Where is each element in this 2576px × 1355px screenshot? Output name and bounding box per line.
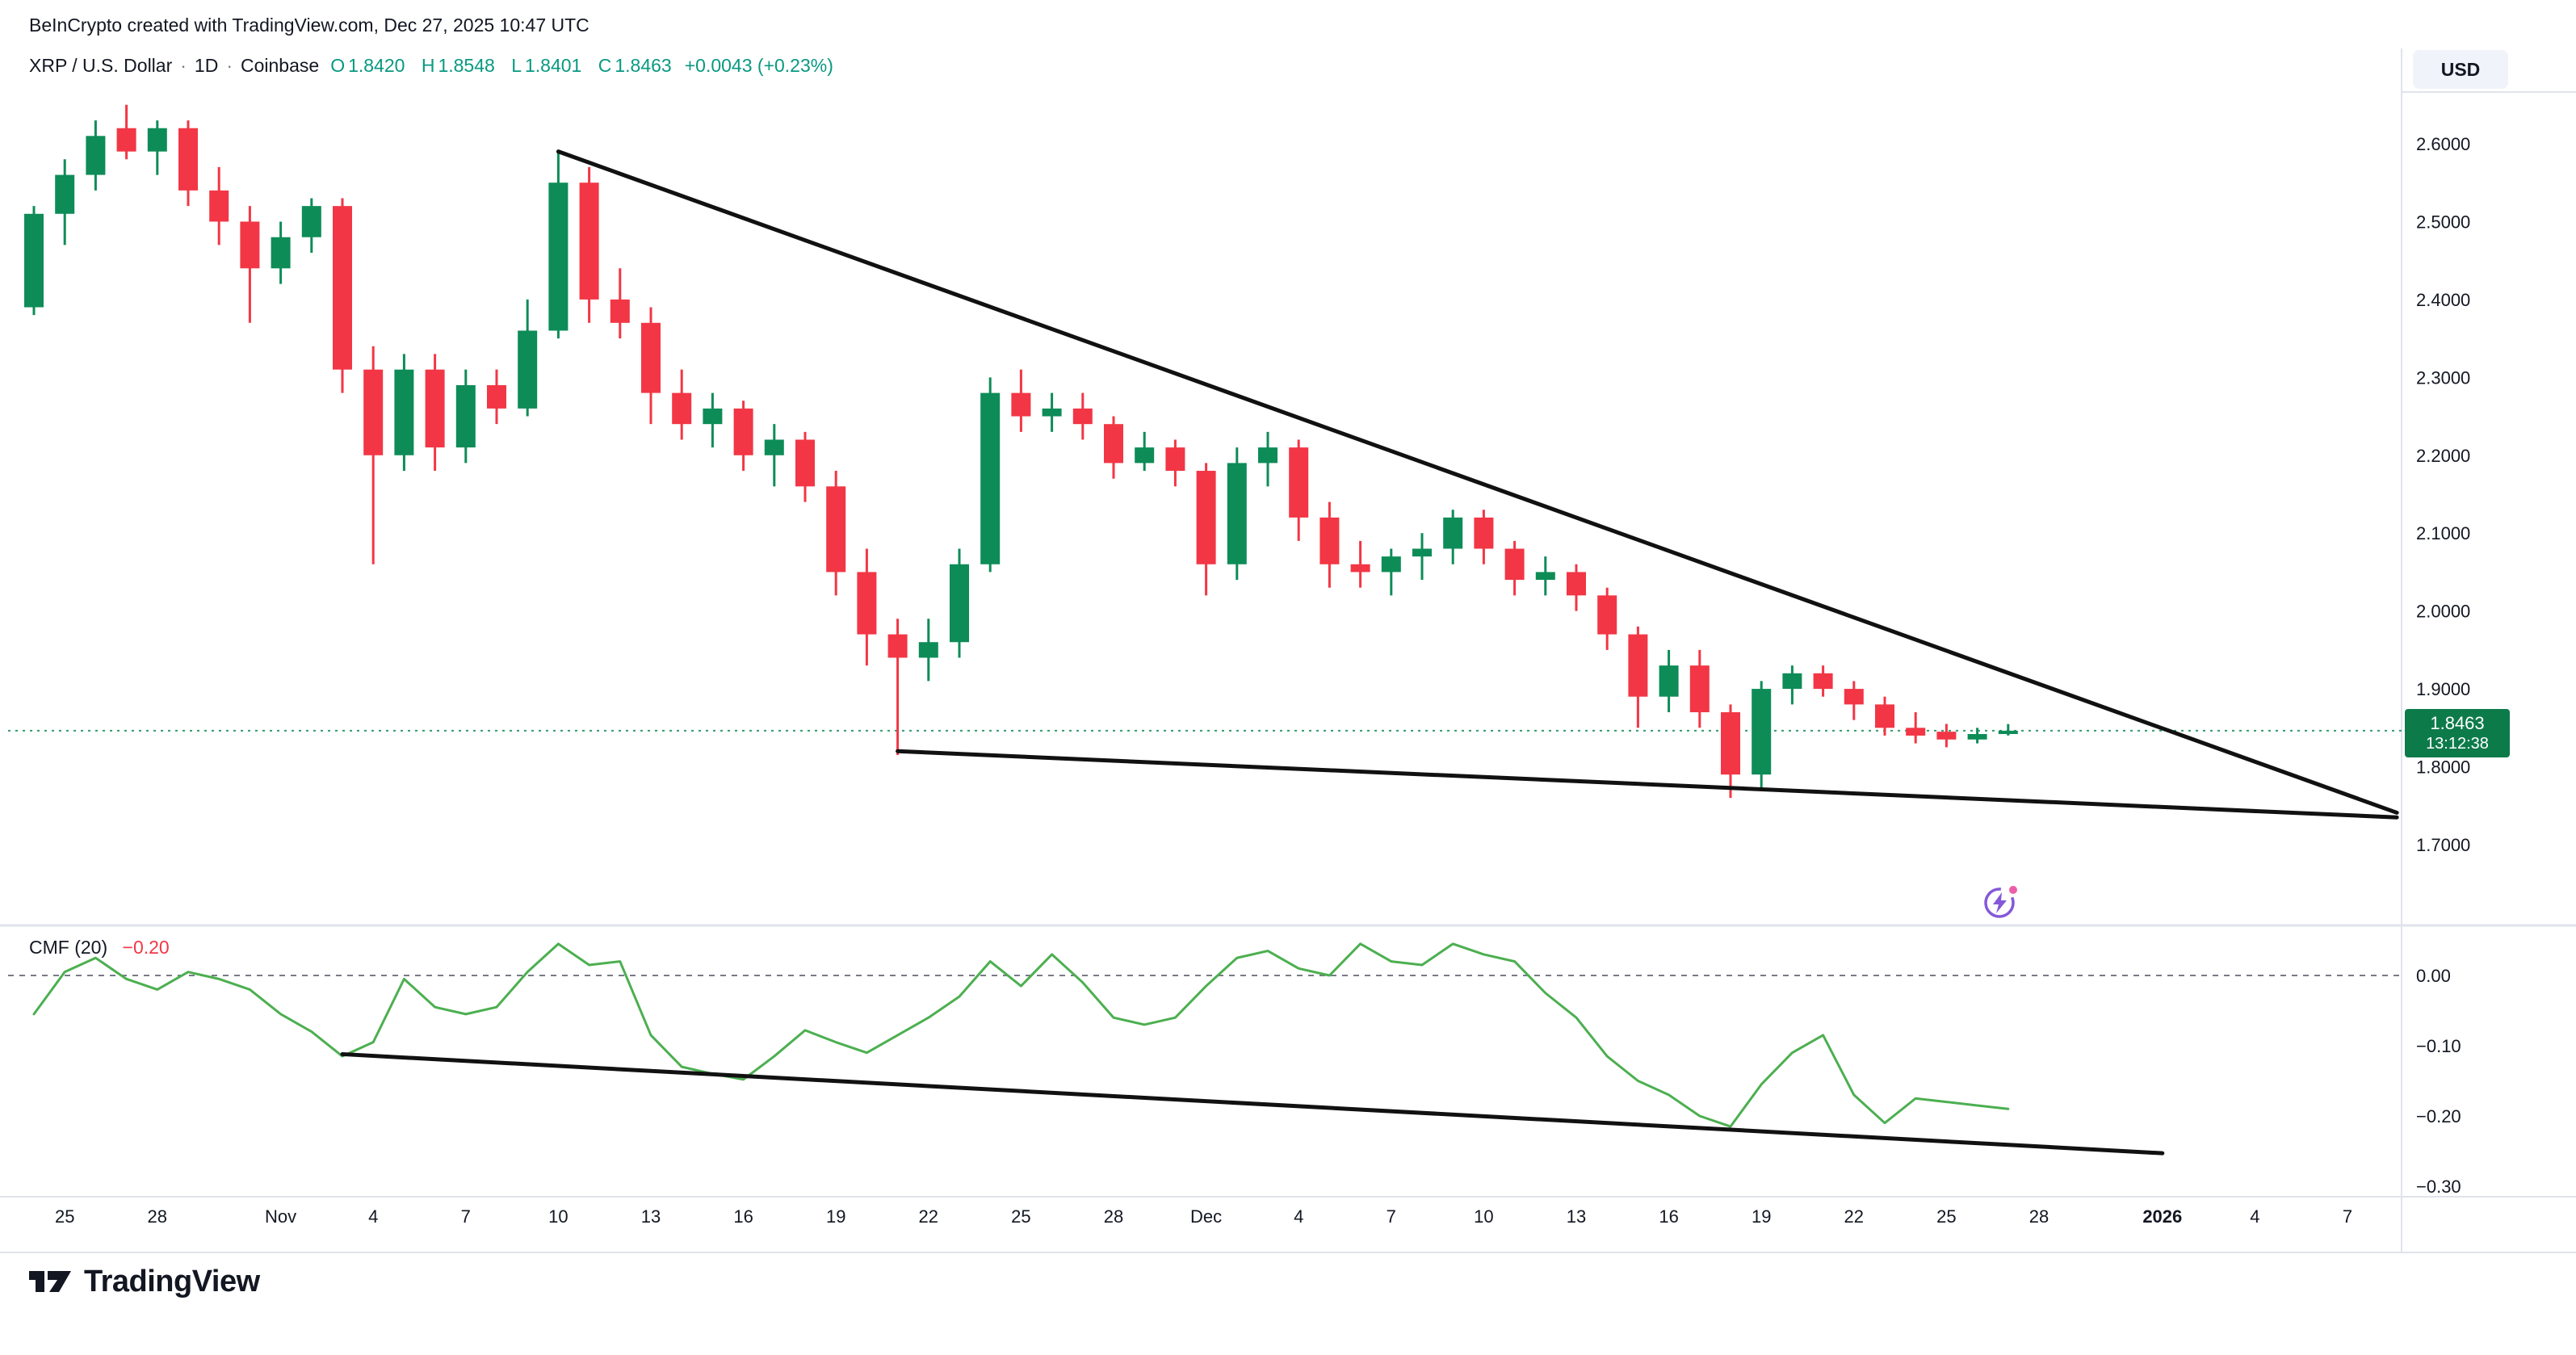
- svg-text:10: 10: [1474, 1206, 1493, 1227]
- svg-text:7: 7: [461, 1206, 471, 1227]
- svg-text:22: 22: [919, 1206, 938, 1227]
- svg-text:2.0000: 2.0000: [2416, 602, 2470, 622]
- last-price-value: 1.8463: [2430, 712, 2485, 733]
- bar-countdown: 13:12:38: [2426, 735, 2489, 753]
- svg-text:1.8000: 1.8000: [2416, 757, 2470, 778]
- symbol-legend: XRP / U.S. Dollar · 1D · Coinbase O 1.842…: [29, 55, 833, 77]
- svg-text:7: 7: [2343, 1206, 2352, 1227]
- open-label: O: [330, 55, 346, 76]
- svg-text:1.7000: 1.7000: [2416, 835, 2470, 855]
- svg-text:2.3000: 2.3000: [2416, 367, 2470, 388]
- svg-text:2.6000: 2.6000: [2416, 134, 2470, 154]
- svg-text:0.00: 0.00: [2416, 966, 2451, 986]
- ohlc-values: O 1.8420 H 1.8548 L 1.8401 C 1.8463: [330, 55, 675, 77]
- svg-text:−0.10: −0.10: [2416, 1036, 2461, 1056]
- chart-credit: BeInCrypto created with TradingView.com,…: [29, 15, 589, 36]
- ai-assistant-button[interactable]: [1978, 879, 2024, 924]
- interval-label[interactable]: 1D: [194, 55, 219, 76]
- svg-text:2.5000: 2.5000: [2416, 212, 2470, 232]
- legend-separator: ·: [226, 55, 233, 76]
- low-value: 1.8401: [525, 55, 582, 76]
- high-value: 1.8548: [438, 55, 495, 76]
- indicator-legend: CMF (20) −0.20: [29, 937, 170, 959]
- svg-text:22: 22: [1844, 1206, 1864, 1227]
- svg-text:4: 4: [368, 1206, 378, 1227]
- last-price-badge: 1.8463 13:12:38: [2405, 708, 2510, 758]
- svg-text:1.9000: 1.9000: [2416, 679, 2470, 699]
- tradingview-mark-icon: [29, 1271, 71, 1292]
- svg-text:13: 13: [641, 1206, 661, 1227]
- high-label: H: [421, 55, 435, 76]
- svg-text:7: 7: [1387, 1206, 1396, 1227]
- symbol-name[interactable]: XRP / U.S. Dollar: [29, 55, 173, 76]
- svg-text:16: 16: [1659, 1206, 1678, 1227]
- close-label: C: [598, 55, 612, 76]
- svg-text:2026: 2026: [2142, 1206, 2182, 1227]
- svg-text:25: 25: [55, 1206, 74, 1227]
- tradingview-wordmark: TradingView: [84, 1264, 260, 1298]
- exchange-label[interactable]: Coinbase: [241, 55, 320, 76]
- svg-text:−0.30: −0.30: [2416, 1177, 2461, 1197]
- svg-text:Nov: Nov: [265, 1206, 296, 1227]
- svg-text:4: 4: [1294, 1206, 1303, 1227]
- svg-text:−0.20: −0.20: [2416, 1106, 2461, 1126]
- low-label: L: [511, 55, 522, 76]
- change-value: +0.0043 (+0.23%): [684, 55, 833, 76]
- svg-text:2.4000: 2.4000: [2416, 290, 2470, 310]
- svg-text:28: 28: [2029, 1206, 2049, 1227]
- legend-separator: ·: [180, 55, 187, 76]
- lightning-bolt-circle-icon: [1984, 886, 2017, 918]
- svg-text:4: 4: [2250, 1206, 2259, 1227]
- close-value: 1.8463: [615, 55, 672, 76]
- svg-text:2.2000: 2.2000: [2416, 446, 2470, 466]
- currency-toggle-button[interactable]: USD: [2413, 50, 2508, 89]
- svg-text:28: 28: [1104, 1206, 1123, 1227]
- svg-text:25: 25: [1011, 1206, 1030, 1227]
- svg-text:28: 28: [148, 1206, 167, 1227]
- svg-text:10: 10: [548, 1206, 568, 1227]
- svg-text:25: 25: [1936, 1206, 1956, 1227]
- svg-text:19: 19: [826, 1206, 845, 1227]
- indicator-title[interactable]: CMF (20): [29, 937, 108, 958]
- svg-text:2.1000: 2.1000: [2416, 523, 2470, 543]
- svg-text:Dec: Dec: [1190, 1206, 1222, 1227]
- open-value: 1.8420: [348, 55, 405, 76]
- indicator-value: −0.20: [122, 937, 170, 958]
- svg-text:13: 13: [1567, 1206, 1586, 1227]
- svg-text:19: 19: [1752, 1206, 1771, 1227]
- tradingview-branding[interactable]: TradingView: [27, 1263, 260, 1300]
- svg-text:16: 16: [733, 1206, 753, 1227]
